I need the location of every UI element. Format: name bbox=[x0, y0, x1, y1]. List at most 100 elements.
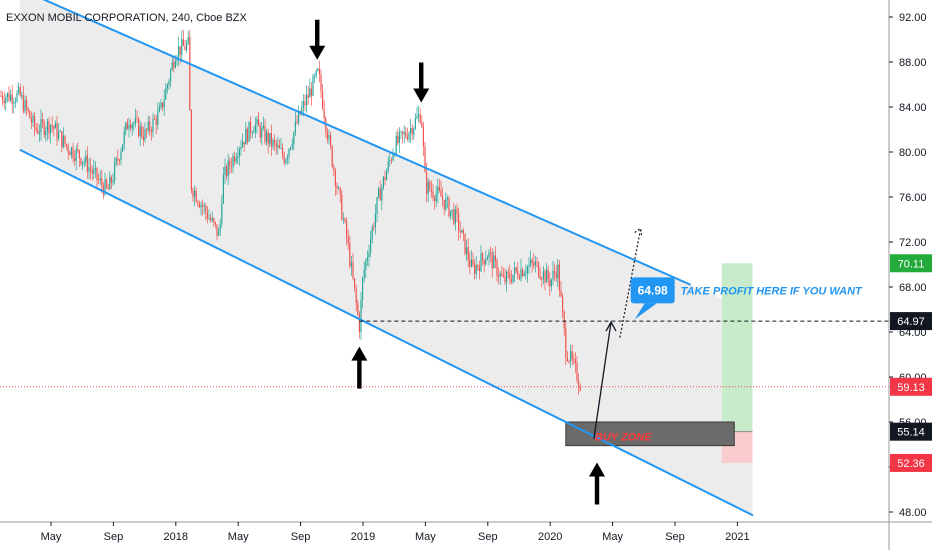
candle-body bbox=[347, 237, 349, 243]
candle-body bbox=[430, 189, 432, 192]
channel-upper-line[interactable] bbox=[20, 0, 692, 286]
price-tag-box bbox=[890, 422, 932, 441]
candle-body bbox=[454, 209, 456, 224]
candle-body bbox=[266, 132, 268, 142]
candle-body bbox=[126, 122, 128, 130]
price-tag: 70.11 bbox=[890, 254, 932, 273]
candle-body bbox=[298, 111, 300, 123]
candle-body bbox=[472, 259, 474, 265]
price-tag-box bbox=[890, 312, 932, 331]
candle-body bbox=[386, 171, 388, 181]
candle-body bbox=[288, 148, 290, 157]
x-tick-label: Sep bbox=[478, 531, 498, 543]
candle-body bbox=[40, 119, 42, 133]
candle-body bbox=[421, 122, 423, 127]
candle-body bbox=[320, 74, 322, 92]
x-tick-label: 2018 bbox=[164, 531, 188, 543]
candle-body bbox=[494, 255, 496, 261]
candle-body bbox=[414, 118, 416, 129]
candle-body bbox=[24, 100, 26, 112]
candle-body bbox=[565, 328, 567, 358]
candle-body bbox=[70, 147, 72, 156]
candle-body bbox=[283, 155, 285, 164]
candle-body bbox=[253, 131, 255, 134]
x-tick-label: 2020 bbox=[538, 531, 562, 543]
candle-body bbox=[504, 276, 506, 283]
candle-body bbox=[570, 351, 572, 362]
x-tick-label: May bbox=[415, 531, 436, 543]
candle-body bbox=[109, 176, 111, 190]
candle-body bbox=[285, 159, 287, 164]
candle-body bbox=[446, 197, 448, 200]
arrow-shaft bbox=[594, 474, 600, 505]
candle-body bbox=[61, 131, 63, 147]
candle-body bbox=[467, 247, 469, 260]
candle-body bbox=[51, 125, 53, 127]
x-tick-label: Sep bbox=[665, 531, 685, 543]
candle-body bbox=[16, 92, 18, 102]
candle-body bbox=[3, 100, 5, 104]
candle-body bbox=[77, 148, 79, 151]
candle-body bbox=[408, 133, 410, 140]
candle-body bbox=[509, 273, 511, 280]
candle-body bbox=[426, 171, 428, 194]
candle-body bbox=[382, 176, 384, 188]
candle-body bbox=[214, 222, 216, 225]
candle-body bbox=[125, 122, 127, 132]
candle-body bbox=[62, 135, 64, 147]
candle-body bbox=[286, 156, 288, 160]
candle-body bbox=[187, 37, 189, 44]
arrow-down-marker-1 bbox=[309, 19, 326, 60]
channel-lower-line[interactable] bbox=[19, 148, 754, 517]
candle-body bbox=[282, 148, 284, 156]
price-tag-box bbox=[890, 377, 932, 396]
candle-body bbox=[341, 194, 343, 220]
candle-body bbox=[202, 204, 204, 207]
candle-body bbox=[80, 158, 82, 165]
candle-body bbox=[78, 150, 80, 159]
candle-body bbox=[410, 128, 412, 134]
candle-body bbox=[453, 209, 455, 224]
candle-body bbox=[178, 46, 180, 58]
candle-body bbox=[496, 260, 498, 277]
candle-body bbox=[45, 130, 47, 135]
candle-body bbox=[336, 186, 338, 189]
candle-body bbox=[400, 131, 402, 133]
candle-body bbox=[290, 147, 292, 149]
candle-body bbox=[98, 180, 100, 181]
candle-body bbox=[38, 132, 40, 134]
candle-body bbox=[48, 120, 50, 134]
buy-zone bbox=[565, 421, 735, 447]
candle-body bbox=[437, 186, 439, 194]
candle-body bbox=[362, 277, 364, 300]
candle-body bbox=[243, 141, 245, 145]
candle-body bbox=[326, 131, 328, 140]
price-tag-label: 70.11 bbox=[898, 258, 925, 270]
candle-body bbox=[19, 87, 21, 96]
candle-body bbox=[237, 156, 239, 159]
candle-body bbox=[43, 122, 45, 135]
candle-body bbox=[160, 102, 162, 108]
candle-body bbox=[373, 227, 375, 228]
candle-body bbox=[542, 271, 544, 280]
candle-body bbox=[531, 260, 533, 263]
candle-body bbox=[357, 302, 359, 315]
candle-body bbox=[166, 84, 168, 89]
candle-body bbox=[134, 118, 136, 124]
candle-body bbox=[256, 119, 258, 125]
candle-body bbox=[123, 131, 125, 145]
y-tick-label: 92.00 bbox=[899, 12, 927, 24]
candle-body bbox=[328, 135, 330, 140]
candle-body bbox=[192, 190, 194, 197]
candle-body bbox=[411, 128, 413, 135]
price-tag-label: 59.13 bbox=[897, 382, 925, 394]
candle-body bbox=[261, 127, 263, 138]
candle-body bbox=[442, 196, 444, 201]
candle-body bbox=[10, 94, 12, 101]
candle-body bbox=[219, 223, 221, 231]
candle-body bbox=[360, 299, 362, 333]
candle-body bbox=[115, 158, 117, 163]
candle-body bbox=[310, 88, 312, 96]
candle-body bbox=[539, 276, 541, 279]
